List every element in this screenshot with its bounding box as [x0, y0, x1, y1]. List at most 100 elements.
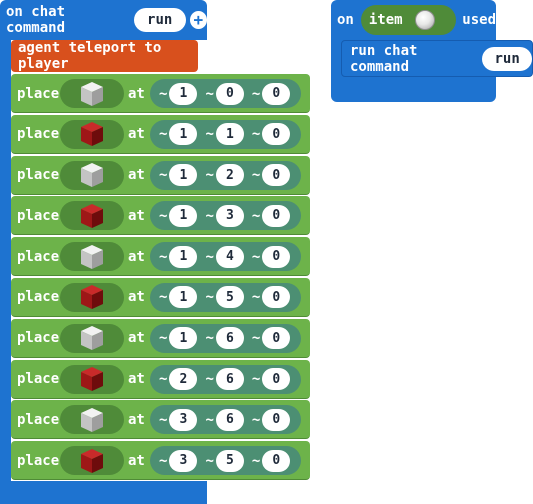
place-block[interactable]: place at ~1 ~1 ~0	[11, 114, 310, 154]
place-block[interactable]: place at ~1 ~2 ~0	[11, 155, 310, 195]
coord-z-input[interactable]: 0	[262, 368, 291, 391]
iron-block-icon	[80, 325, 104, 351]
position-slot[interactable]: ~1 ~5 ~0	[150, 282, 301, 312]
block-picker[interactable]	[60, 405, 124, 435]
block-picker[interactable]	[60, 242, 124, 272]
coord-z-input[interactable]: 0	[262, 245, 291, 268]
position-slot[interactable]: ~1 ~6 ~0	[150, 323, 301, 353]
block-picker[interactable]	[60, 282, 124, 312]
coord-z-input[interactable]: 0	[262, 286, 291, 309]
coord-z-input[interactable]: 0	[262, 204, 291, 227]
coord-x-input[interactable]: 1	[169, 245, 198, 268]
run-chat-command-input[interactable]: run	[482, 46, 532, 71]
position-slot[interactable]: ~2 ~6 ~0	[150, 364, 301, 394]
coord-y: ~6	[205, 327, 244, 350]
place-block[interactable]: place at ~3 ~5 ~0	[11, 441, 310, 481]
relative-tilde: ~	[205, 85, 214, 102]
block-picker[interactable]	[60, 160, 124, 190]
coord-x-input[interactable]: 1	[169, 327, 198, 350]
coord-x: ~1	[159, 245, 198, 268]
coord-y-input[interactable]: 5	[215, 286, 244, 309]
relative-tilde: ~	[251, 207, 261, 224]
position-slot[interactable]: ~1 ~1 ~0	[150, 119, 301, 149]
coord-y: ~0	[205, 82, 244, 105]
coord-y: ~4	[205, 245, 244, 268]
relative-tilde: ~	[251, 452, 261, 469]
coord-y-input[interactable]: 1	[215, 123, 244, 146]
position-slot[interactable]: ~1 ~0 ~0	[150, 79, 301, 108]
coord-x-input[interactable]: 3	[169, 449, 198, 472]
place-label: place	[17, 248, 60, 265]
place-block[interactable]: place at ~1 ~6 ~0	[11, 318, 310, 358]
block-picker[interactable]	[60, 446, 124, 476]
redstone-block-icon	[80, 366, 104, 392]
coord-y-input[interactable]: 6	[215, 327, 244, 350]
place-label: place	[17, 330, 60, 347]
coord-y-input[interactable]: 2	[215, 164, 244, 187]
coord-z-input[interactable]: 0	[262, 327, 291, 350]
place-block[interactable]: place at ~1 ~4 ~0	[11, 237, 310, 277]
position-slot[interactable]: ~3 ~5 ~0	[150, 446, 301, 476]
item-dropdown[interactable]: item	[360, 5, 457, 35]
relative-tilde: ~	[159, 248, 168, 265]
position-slot[interactable]: ~1 ~2 ~0	[150, 160, 301, 190]
coord-x-input[interactable]: 1	[169, 204, 198, 227]
coord-z: ~0	[252, 286, 291, 309]
coord-y-input[interactable]: 5	[215, 449, 244, 472]
run-chat-command-block[interactable]: run chat command run	[341, 40, 533, 77]
block-picker[interactable]	[60, 79, 124, 108]
place-block[interactable]: place at ~1 ~3 ~0	[11, 196, 310, 236]
coord-y-input[interactable]: 4	[215, 245, 244, 268]
at-label: at	[128, 371, 145, 388]
block-picker[interactable]	[60, 323, 124, 353]
coord-z: ~0	[251, 368, 291, 391]
on-chat-command-header: on chat command run +	[0, 0, 207, 40]
place-block[interactable]: place at ~1 ~0 ~0	[11, 74, 310, 113]
agent-teleport-label: agent teleport to player	[18, 40, 162, 72]
at-label: at	[128, 330, 145, 347]
coord-z-input[interactable]: 0	[262, 123, 291, 146]
relative-tilde: ~	[251, 371, 261, 388]
coord-x: ~2	[159, 368, 198, 391]
block-picker[interactable]	[60, 119, 124, 149]
snowball-icon	[414, 10, 435, 30]
relative-tilde: ~	[159, 126, 168, 143]
redstone-block-icon	[80, 121, 104, 147]
coord-x-input[interactable]: 1	[169, 82, 198, 105]
coord-x-input[interactable]: 1	[169, 164, 198, 187]
relative-tilde: ~	[251, 85, 261, 102]
coord-z-input[interactable]: 0	[262, 408, 291, 431]
place-block[interactable]: place at ~1 ~5 ~0	[11, 277, 310, 317]
coord-z-input[interactable]: 0	[262, 449, 291, 472]
place-block[interactable]: place at ~3 ~6 ~0	[11, 400, 310, 440]
coord-y-input[interactable]: 3	[215, 204, 244, 227]
coord-x-input[interactable]: 2	[169, 368, 198, 391]
coord-x: ~3	[159, 408, 198, 431]
coord-y: ~2	[205, 164, 244, 187]
coord-x-input[interactable]: 1	[169, 123, 198, 146]
relative-tilde: ~	[159, 167, 168, 184]
coord-z-input[interactable]: 0	[262, 82, 291, 105]
relative-tilde: ~	[205, 330, 214, 347]
coord-y-input[interactable]: 6	[215, 408, 244, 431]
position-slot[interactable]: ~1 ~4 ~0	[150, 242, 301, 272]
plus-icon[interactable]: +	[189, 11, 207, 29]
coord-x-input[interactable]: 3	[169, 408, 198, 431]
coord-y-input[interactable]: 6	[215, 368, 244, 391]
coord-z-input[interactable]: 0	[262, 164, 291, 187]
coord-y: ~6	[205, 408, 244, 431]
block-picker[interactable]	[60, 364, 124, 394]
position-slot[interactable]: ~1 ~3 ~0	[150, 201, 301, 231]
used-label: used	[462, 12, 496, 28]
chat-command-input[interactable]: run	[133, 8, 186, 32]
agent-teleport-to-player-block[interactable]: agent teleport to player	[11, 40, 198, 72]
redstone-block-icon	[80, 448, 104, 474]
place-block[interactable]: place at ~2 ~6 ~0	[11, 359, 310, 399]
relative-tilde: ~	[205, 371, 214, 388]
block-picker[interactable]	[60, 201, 124, 231]
position-slot[interactable]: ~3 ~6 ~0	[150, 405, 301, 435]
place-label: place	[17, 371, 60, 388]
coord-y: ~5	[205, 286, 244, 309]
coord-x-input[interactable]: 1	[169, 286, 198, 309]
coord-y-input[interactable]: 0	[215, 82, 244, 105]
